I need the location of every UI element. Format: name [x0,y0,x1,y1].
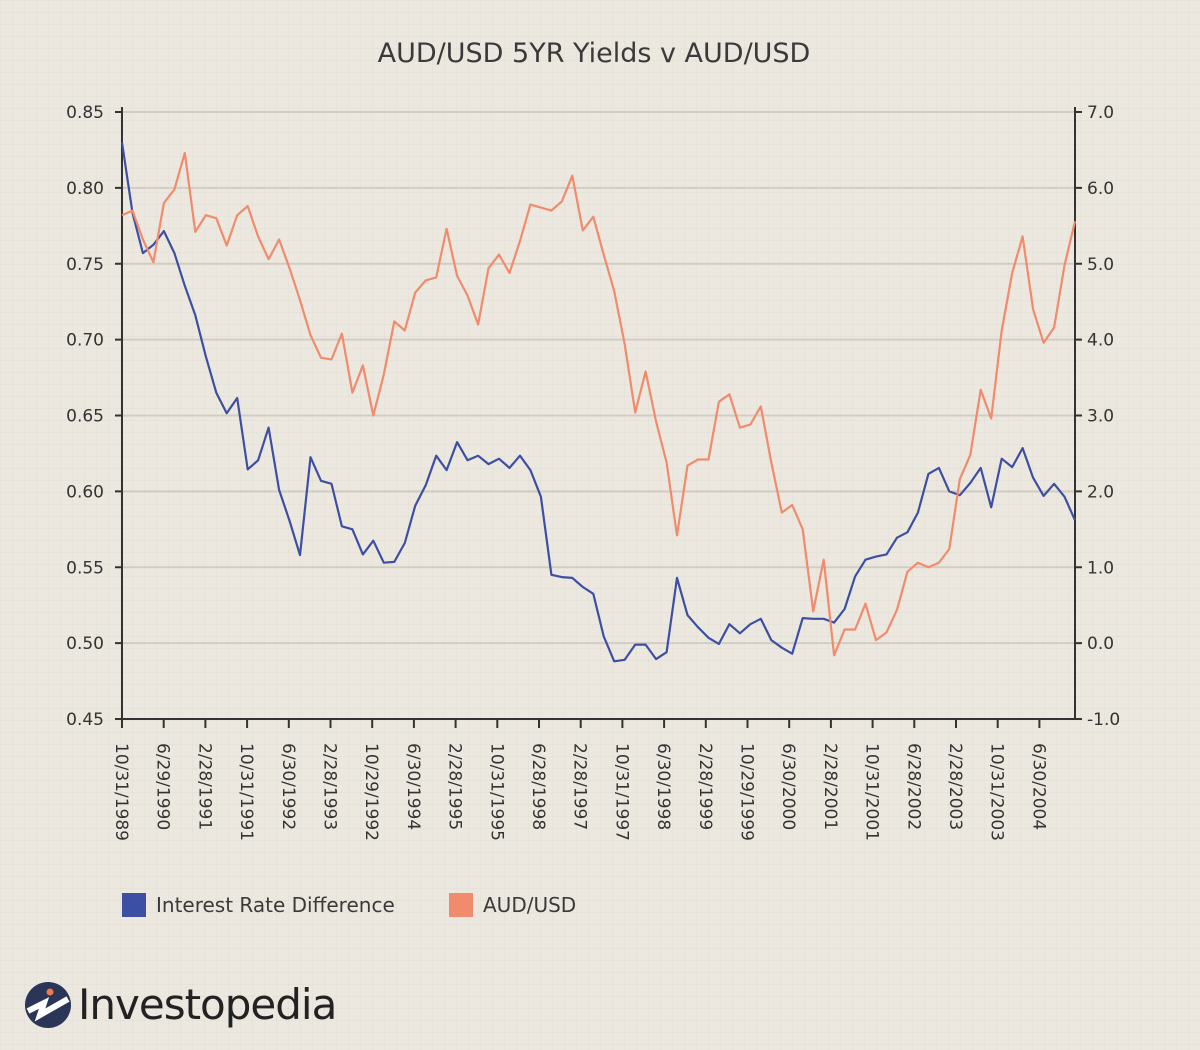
logo-mark-icon [25,981,71,1028]
chart-title: AUD/USD 5YR Yields v AUD/USD [377,38,811,69]
right-axis-tick-label: 4.0 [1087,331,1114,351]
right-axis-tick-label: 0.0 [1087,634,1114,654]
x-axis-tick-label: 10/29/1992 [361,743,381,841]
x-axis-tick-label: 2/28/1991 [194,743,214,830]
x-axis-tick-label: 2/28/1993 [320,743,340,830]
series-line-aud-usd [121,151,1077,657]
x-axis-tick-label: 2/28/2003 [945,743,965,830]
left-axis-tick-label: 0.70 [66,331,104,351]
x-axis-tick-label: 10/31/2003 [987,743,1007,841]
left-axis-tick-label: 0.55 [66,558,104,578]
logo-text: Investopedia [78,980,337,1029]
left-axis-tick-label: 0.50 [66,634,104,654]
right-axis-tick-label: 2.0 [1087,482,1114,502]
x-axis-tick-label: 10/31/1997 [611,743,631,841]
x-axis-tick-label: 2/28/2001 [820,743,840,830]
x-axis-tick-label: 10/31/1991 [236,743,256,841]
series-line-interest-rate-difference [120,142,1077,663]
legend-item-audusd: AUD/USD [449,893,576,917]
legend-item-interest-rate: Interest Rate Difference [122,893,395,917]
x-axis-tick-label: 6/30/1992 [278,743,298,830]
x-axis-tick-label: 6/29/1990 [153,743,173,830]
right-axis-tick-label: -1.0 [1087,710,1120,730]
left-axis-tick-label: 0.75 [66,255,104,275]
right-axis-tick-label: 3.0 [1087,407,1114,427]
x-axis-tick-label: 10/31/1995 [486,743,506,841]
legend-label: AUD/USD [483,893,577,917]
x-axis-tick-label: 2/28/1999 [695,743,715,830]
x-axis-tick-label: 6/30/2004 [1028,743,1048,830]
right-axis-tick-label: 5.0 [1087,255,1114,275]
x-axis-tick-label: 6/30/1994 [403,743,423,830]
x-axis-tick-label: 10/29/1999 [737,743,757,841]
left-axis-tick-label: 0.65 [66,407,104,427]
left-axis-tick-label: 0.85 [66,103,104,123]
left-axis-tick-label: 0.60 [66,482,104,502]
right-axis-tick-label: 6.0 [1087,179,1114,199]
x-axis-tick-label: 6/28/1998 [528,743,548,830]
x-axis-tick-label: 6/30/2000 [778,743,798,830]
x-axis-tick-label: 10/31/1989 [111,743,131,841]
x-axis-tick-label: 2/28/1997 [570,743,590,830]
legend-label: Interest Rate Difference [156,893,395,917]
legend-swatch-blue [122,893,146,917]
right-axis-tick-label: 7.0 [1087,103,1114,123]
x-axis-tick-label: 10/31/2001 [862,743,882,841]
investopedia-logo: Investopedia [24,980,337,1029]
x-axis-tick-label: 6/28/2002 [903,743,923,830]
x-axis-tick-label: 6/30/1998 [653,743,673,830]
left-axis-tick-label: 0.80 [66,179,104,199]
left-axis-tick-label: 0.45 [66,710,104,730]
right-axis-tick-label: 1.0 [1087,558,1114,578]
legend-swatch-orange [449,893,473,917]
x-axis-tick-label: 2/28/1995 [445,743,465,830]
